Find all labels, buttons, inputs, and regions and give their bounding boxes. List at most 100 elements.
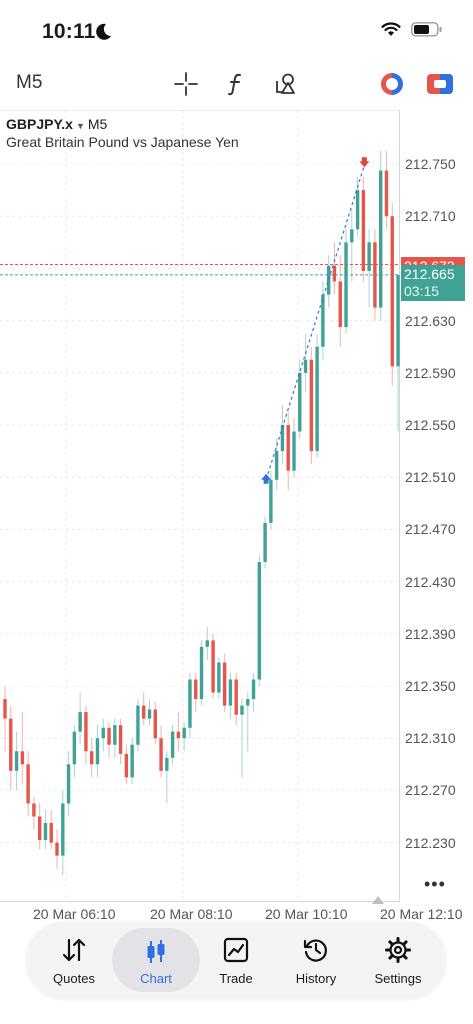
chart-shift-icon (372, 896, 384, 904)
candle-body (315, 346, 319, 452)
time-tick-label: 20 Mar 06:10 (33, 906, 116, 922)
candle-body (263, 522, 267, 563)
candle-body (14, 751, 19, 771)
candle-body (390, 216, 394, 367)
price-chart[interactable] (0, 110, 473, 906)
chart-area[interactable]: GBPJPY.x ▼ M5 Great Britain Pound vs Japan… (0, 110, 473, 922)
candle-body (90, 751, 94, 765)
candle-body (205, 640, 209, 647)
candle-body (107, 727, 111, 745)
candle-body (49, 823, 53, 843)
chart-more-button[interactable]: ••• (424, 874, 446, 894)
candle-body (309, 359, 314, 452)
symbol-caret-icon: ▼ (75, 121, 85, 131)
candle-body (234, 679, 238, 715)
tab-history[interactable]: History (274, 922, 358, 998)
tab-settings-label: Settings (374, 971, 422, 986)
candle-body (199, 646, 204, 700)
candle-body (95, 738, 100, 765)
candle-body (118, 725, 123, 754)
candle-body (3, 699, 7, 719)
candle-body (142, 705, 146, 719)
candle-body (246, 699, 250, 706)
tab-quotes[interactable]: Quotes (32, 922, 116, 998)
candle-body (274, 451, 279, 480)
symbol-name: GBPJPY.x (6, 116, 73, 132)
price-tick-label: 212.310 (405, 730, 456, 747)
price-tick-label: 212.510 (405, 469, 456, 486)
candle-body (344, 242, 348, 328)
buy-arrow-icon (261, 473, 272, 484)
candle-body (280, 425, 285, 452)
candle-body (32, 803, 36, 817)
bar-countdown: 03:15 (404, 283, 440, 299)
candle-body (251, 679, 256, 700)
trade-link-line (265, 165, 365, 480)
trade-panel-button[interactable] (426, 70, 454, 98)
candle-body (384, 170, 389, 217)
time-tick-label: 20 Mar 08:10 (150, 906, 233, 922)
quotes-arrows-icon (62, 938, 86, 962)
candle-body (20, 751, 25, 765)
timeframe-button[interactable]: M5 (16, 72, 43, 93)
candle-body (26, 764, 30, 804)
status-bar: 10:11 (0, 0, 473, 60)
candle-body (165, 757, 169, 771)
price-tick-label: 212.350 (405, 678, 456, 694)
symbol-description: Great Britain Pound vs Japanese Yen (6, 134, 239, 150)
symbol-header[interactable]: GBPJPY.x ▼ M5 (6, 116, 107, 132)
candle-body (332, 265, 337, 282)
candle-body (298, 372, 302, 432)
tab-chart-label: Chart (140, 971, 172, 986)
candle-body (37, 816, 42, 840)
function-icon (228, 73, 241, 96)
price-tick-label: 212.390 (405, 625, 456, 642)
history-clock-icon (303, 939, 327, 962)
price-tick-label: 212.590 (405, 364, 456, 381)
candle-body (361, 190, 366, 272)
candle-body (147, 709, 152, 719)
bid-price: 212.665 (404, 266, 455, 282)
candle-body (43, 823, 48, 840)
chart-frame (0, 110, 400, 902)
price-tick-label: 212.750 (405, 156, 456, 172)
tab-trade-label: Trade (219, 971, 253, 986)
candle-body (286, 425, 290, 471)
price-tick-label: 212.230 (405, 834, 456, 851)
settings-gear-icon (385, 937, 411, 963)
candle-body (182, 727, 186, 739)
candle-body (228, 679, 233, 706)
candle-body (303, 359, 308, 373)
candle-body (396, 274, 400, 367)
candle-body (188, 679, 192, 728)
tab-quotes-label: Quotes (53, 971, 95, 986)
candle-body (292, 431, 296, 471)
status-time: 10:11 (42, 20, 96, 43)
candlestick-icon (147, 940, 165, 963)
candle-body (217, 662, 221, 693)
tab-settings[interactable]: Settings (356, 922, 440, 998)
candle-body (321, 294, 325, 347)
candle-body (136, 705, 140, 745)
tab-chart[interactable]: Chart (112, 928, 200, 992)
price-tick-label: 212.630 (405, 312, 456, 329)
objects-button[interactable] (272, 70, 300, 98)
candle-body (355, 190, 360, 230)
chart-toolbar: M5 (0, 60, 473, 108)
candle-body (222, 662, 227, 706)
candle-body (61, 803, 65, 856)
one-click-trading-button[interactable] (378, 70, 406, 98)
crosshair-button[interactable] (172, 70, 200, 98)
tab-trade[interactable]: Trade (194, 922, 278, 998)
candle-body (78, 712, 82, 732)
candle-body (326, 265, 331, 295)
indicators-button[interactable] (222, 70, 250, 98)
symbol-timeframe: M5 (87, 116, 108, 132)
candle-body (211, 640, 215, 693)
candle-body (257, 562, 262, 680)
price-tick-label: 212.430 (405, 573, 456, 590)
candle-body (350, 229, 354, 243)
price-tick-label: 212.710 (405, 208, 456, 225)
status-icons (381, 22, 443, 37)
candle-body (101, 727, 105, 739)
